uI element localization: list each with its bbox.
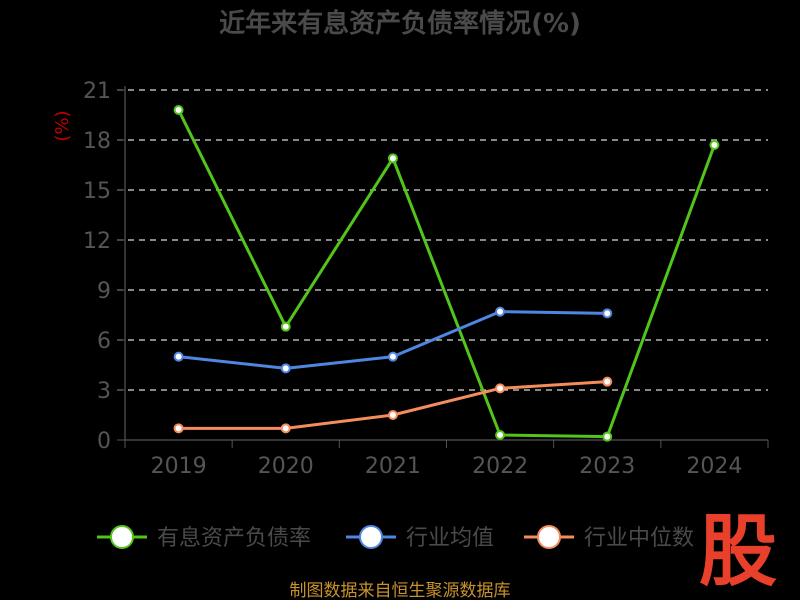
x-tick-label: 2022: [472, 454, 528, 479]
series-line: [177, 109, 716, 439]
y-tick-label: 6: [97, 329, 111, 354]
legend-item-label: 行业均值: [406, 526, 494, 551]
y-tick-label: 0: [97, 429, 111, 454]
y-tick-label: 12: [83, 229, 111, 254]
x-tick-label: 2023: [579, 454, 635, 479]
data-point: [173, 105, 184, 115]
y-unit-label: (%): [52, 110, 73, 141]
data-point: [280, 423, 291, 434]
y-tick-label: 9: [97, 279, 111, 304]
legend-swatch-marker: [110, 525, 134, 549]
data-point: [495, 430, 506, 440]
data-point: [602, 308, 613, 319]
y-tick-label: 15: [83, 179, 111, 204]
data-point: [173, 423, 184, 434]
gridlines: [117, 89, 768, 391]
legend-item-label: 行业中位数: [584, 526, 694, 551]
data-point: [387, 351, 398, 362]
data-point: [602, 376, 613, 387]
data-point: [709, 140, 720, 150]
legend[interactable]: 有息资产负债率 行业均值 行业中位数: [97, 525, 694, 551]
chart-title: 近年来有息资产负债率情况(%): [219, 8, 581, 39]
footer-source: 制图数据来自恒生聚源数据库: [290, 581, 511, 600]
data-point: [387, 410, 398, 420]
data-point: [280, 363, 291, 374]
data-point: [280, 321, 291, 332]
axes: 0 3 6 9 12 15 18 21 2019 2020 2021 2022 2023 2024: [83, 79, 769, 479]
y-tick-label: 3: [97, 379, 111, 404]
x-tick-label: 2021: [365, 454, 421, 479]
logo-mark: 股: [699, 507, 777, 597]
series-lines: [173, 105, 720, 442]
x-tick-label: 2020: [258, 454, 314, 479]
x-tick-label: 2024: [686, 454, 742, 479]
data-point: [173, 351, 184, 362]
series-line: [178, 380, 608, 430]
data-point: [495, 306, 506, 317]
legend-swatch-marker: [537, 525, 561, 549]
legend-item-label: 有息资产负债率: [157, 526, 311, 551]
data-point: [495, 383, 506, 394]
data-point: [387, 153, 398, 164]
x-tick-label: 2019: [151, 454, 207, 479]
y-tick-label: 18: [83, 129, 111, 154]
data-point: [602, 431, 613, 442]
legend-swatch-marker: [359, 525, 383, 549]
y-tick-label: 21: [83, 79, 111, 104]
